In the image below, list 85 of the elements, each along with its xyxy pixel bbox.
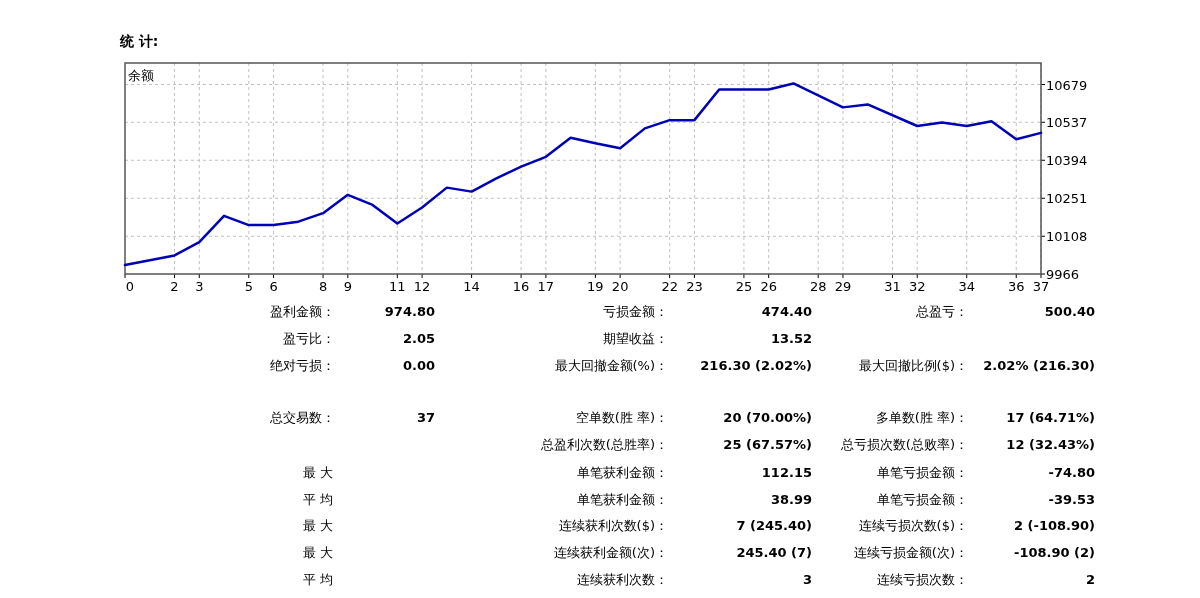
- x-tick-label: 6: [269, 279, 278, 294]
- y-tick-label: 9966: [1046, 267, 1080, 282]
- text: 盈利金额：: [270, 304, 335, 319]
- text: 2: [1085, 572, 1095, 587]
- text: 25 (67.57%): [723, 437, 812, 452]
- text: 3: [802, 572, 812, 587]
- text: 总盈利次数(总胜率)：: [539, 437, 668, 452]
- text: 216.30 (2.02%): [700, 358, 812, 373]
- text: 绝对亏损：: [270, 358, 335, 373]
- text: 单笔亏损金额：: [877, 465, 968, 480]
- text: 总交易数：: [269, 410, 335, 425]
- text: 总亏损次数(总败率)：: [839, 437, 968, 452]
- x-tick-label: 14: [463, 279, 480, 294]
- text: 112.15: [761, 465, 812, 480]
- text: 空单数(胜 率)：: [575, 410, 668, 425]
- text: 17 (64.71%): [1006, 410, 1095, 425]
- y-tick-label: 10251: [1046, 191, 1088, 207]
- text: 最大回撤金额(%)：: [554, 358, 668, 373]
- x-tick-label: 37: [1032, 279, 1050, 294]
- x-tick-label: 2: [170, 279, 179, 294]
- x-tick-label: 19: [587, 279, 604, 294]
- text: 2.05: [402, 331, 435, 346]
- text: 平 均: [302, 572, 334, 587]
- text: 474.40: [761, 304, 812, 319]
- y-tick-label: 10537: [1046, 115, 1088, 131]
- text: -74.80: [1048, 465, 1095, 480]
- x-tick-label: 8: [318, 279, 328, 294]
- x-tick-label: 17: [537, 279, 555, 294]
- text: 期望收益：: [603, 331, 668, 346]
- text: 连续亏损金额(次)：: [853, 545, 968, 560]
- text: 总盈亏：: [915, 304, 968, 319]
- text: 20 (70.00%): [723, 410, 812, 425]
- text: 245.40 (7): [736, 545, 812, 560]
- text: 最 大: [302, 545, 334, 560]
- text: 最大回撤比例($)：: [858, 358, 968, 373]
- text: 7 (245.40): [736, 518, 812, 533]
- x-tick-label: 20: [611, 279, 629, 294]
- x-tick-label: 11: [389, 279, 406, 294]
- text: 单笔亏损金额：: [877, 492, 968, 507]
- text: 13.52: [770, 331, 812, 346]
- y-tick-label: 10394: [1046, 153, 1088, 169]
- text: 最 大: [302, 465, 334, 480]
- text: 单笔获利金额：: [577, 465, 668, 480]
- x-tick-label: 29: [834, 279, 852, 294]
- text: 12 (32.43%): [1006, 437, 1095, 452]
- text: 连续亏损次数($)：: [858, 518, 968, 533]
- x-tick-label: 34: [958, 279, 975, 294]
- text: 单笔获利金额：: [577, 492, 668, 507]
- x-tick-label: 5: [244, 279, 253, 294]
- x-tick-label: 26: [760, 279, 777, 294]
- text: 多单数(胜 率)：: [875, 410, 968, 425]
- text: 0.00: [402, 358, 435, 373]
- x-tick-label: 23: [686, 279, 703, 294]
- x-tick-label: 3: [195, 279, 204, 294]
- text: 连续亏损次数：: [877, 572, 968, 587]
- line-series: [123, 82, 1043, 267]
- x-tick-label: 16: [512, 279, 530, 294]
- text: 亏损金额：: [603, 304, 668, 319]
- text: 连续获利次数：: [577, 572, 668, 587]
- text: -108.90 (2): [1013, 545, 1095, 560]
- x-tick-label: 36: [1007, 279, 1025, 294]
- text: 974.80: [384, 304, 435, 319]
- x-tick-label: 9: [343, 279, 352, 294]
- y-tick-label: 10108: [1046, 229, 1088, 245]
- text: 平 均: [302, 492, 334, 507]
- x-tick-label: 12: [413, 279, 431, 294]
- x-tick-label: 25: [735, 279, 753, 294]
- x-tick-label: 32: [908, 279, 926, 294]
- x-tick-label: 28: [809, 279, 827, 294]
- text: 连续获利金额(次)：: [553, 545, 668, 560]
- text: 37: [416, 410, 435, 425]
- text: 38.99: [770, 492, 812, 507]
- text: 最 大: [302, 518, 334, 533]
- x-tick-label: 22: [661, 279, 678, 294]
- text: 连续获利次数($)：: [558, 518, 668, 533]
- text: 2.02% (216.30): [983, 358, 1095, 373]
- text: -39.53: [1048, 492, 1095, 507]
- text: 500.40: [1044, 304, 1095, 319]
- annotation: 余额: [128, 68, 154, 83]
- x-tick-label: 31: [884, 279, 901, 294]
- y-tick-label: 10679: [1046, 77, 1088, 93]
- x-tick-label: 0: [125, 279, 135, 294]
- text: 盈亏比：: [283, 331, 335, 346]
- chart-title: 统 计:: [119, 33, 159, 49]
- text: 2 (-108.90): [1013, 518, 1095, 533]
